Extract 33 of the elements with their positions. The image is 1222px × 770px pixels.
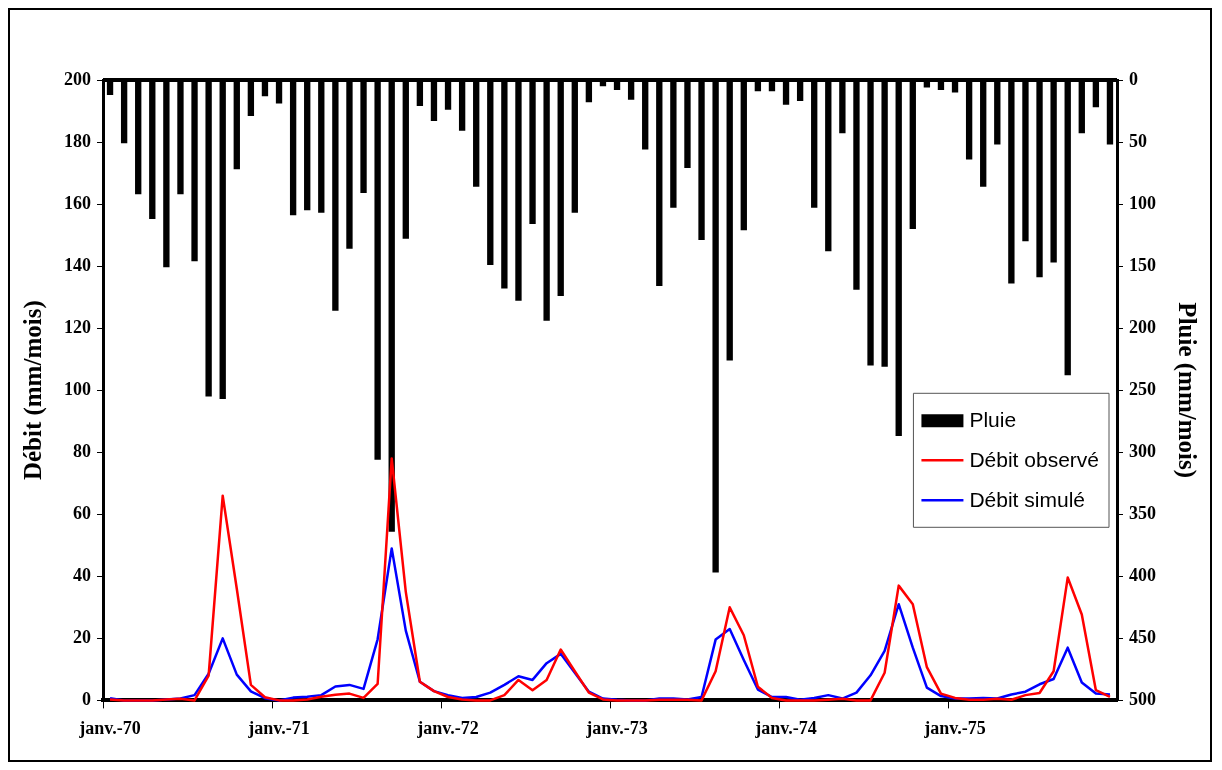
y2-tick-label: 350 (1129, 502, 1156, 523)
y2-tick-label: 0 (1129, 68, 1138, 89)
legend-label: Débit observé (969, 448, 1100, 472)
y2-tick-label: 50 (1129, 130, 1147, 151)
legend-label: Pluie (969, 408, 1017, 432)
y-axis-title: Débit (mm/mois) (19, 300, 48, 481)
y-tick-label: 120 (64, 316, 91, 337)
y-tick-label: 40 (73, 564, 91, 585)
x-tick-label: janv.-75 (923, 717, 986, 738)
x-tick-label: janv.-71 (247, 717, 310, 738)
y-tick-label: 100 (64, 378, 91, 399)
x-tick-label: janv.-73 (585, 717, 648, 738)
y-tick-label: 180 (64, 130, 91, 151)
y2-tick-label: 300 (1129, 440, 1156, 461)
y2-axis-title: Pluie (mm/mois) (1172, 302, 1201, 479)
y-tick-label: 0 (82, 689, 91, 710)
legend-label: Débit simulé (969, 488, 1085, 512)
y-tick-label: 200 (64, 68, 91, 89)
y2-tick-label: 200 (1129, 316, 1156, 337)
y2-tick-label: 250 (1129, 378, 1156, 399)
y-tick-label: 160 (64, 192, 91, 213)
y-tick-label: 20 (73, 627, 91, 648)
x-tick-label: janv.-74 (754, 717, 817, 738)
y2-tick-label: 400 (1129, 564, 1156, 585)
x-tick-label: janv.-72 (416, 717, 479, 738)
x-tick-label: janv.-70 (78, 717, 141, 738)
y-tick-label: 80 (73, 440, 91, 461)
y2-tick-label: 450 (1129, 627, 1156, 648)
y2-tick-label: 150 (1129, 254, 1156, 275)
y2-tick-label: 100 (1129, 192, 1156, 213)
y-tick-label: 60 (73, 502, 91, 523)
y-tick-label: 140 (64, 254, 91, 275)
y2-tick-label: 500 (1129, 689, 1156, 710)
